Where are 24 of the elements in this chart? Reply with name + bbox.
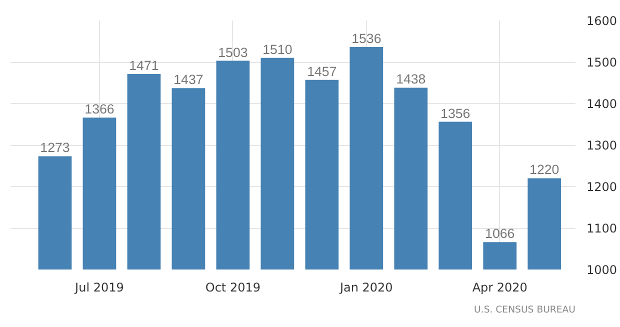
data-label: 1503 xyxy=(218,44,248,60)
y-tick-label: 1200 xyxy=(586,180,618,194)
data-label: 1366 xyxy=(84,102,114,117)
data-label: 1510 xyxy=(262,42,292,57)
y-tick-label: 1000 xyxy=(586,263,618,277)
data-label: 1356 xyxy=(440,106,470,121)
x-tick-label: Oct 2019 xyxy=(205,280,260,294)
data-label: 1437 xyxy=(174,72,204,88)
data-label: 1536 xyxy=(352,31,382,46)
y-tick-label: 1100 xyxy=(586,222,618,236)
y-tick-label: 1300 xyxy=(586,138,618,152)
y-tick-label: 1400 xyxy=(586,97,618,111)
y-tick-label: 1600 xyxy=(586,14,618,28)
y-tick-label: 1500 xyxy=(586,56,618,70)
data-label: 1273 xyxy=(40,140,70,156)
x-tick-label: Jan 2020 xyxy=(338,280,393,294)
x-tick-label: Jul 2019 xyxy=(74,280,124,294)
data-label: 1220 xyxy=(530,162,560,178)
x-tick-label: Apr 2020 xyxy=(472,280,528,294)
data-label: 1438 xyxy=(396,72,426,87)
data-label: 1457 xyxy=(307,64,337,79)
data-label: 1471 xyxy=(129,58,159,74)
text: U.S. CENSUS BUREAU xyxy=(474,304,576,316)
data-label: 1066 xyxy=(485,226,515,242)
